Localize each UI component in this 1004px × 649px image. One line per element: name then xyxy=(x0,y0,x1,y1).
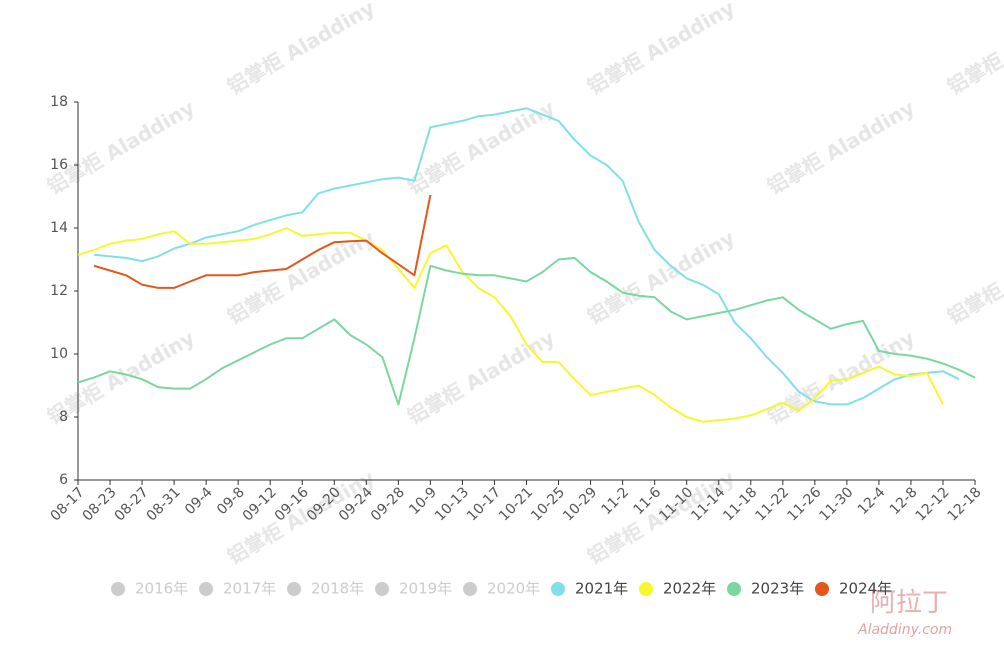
y-tick-label: 6 xyxy=(59,472,68,488)
x-tick-label: 10-13 xyxy=(432,484,472,524)
x-tick-label: 10-25 xyxy=(528,484,568,524)
legend-label: 2018年 xyxy=(311,580,364,598)
legend-marker xyxy=(815,582,829,596)
y-tick-label: 12 xyxy=(50,283,68,299)
x-tick-label: 10-29 xyxy=(560,484,600,524)
y-tick-label: 8 xyxy=(59,409,68,425)
series-line xyxy=(93,107,960,406)
legend-marker xyxy=(287,582,301,596)
x-tick-label: 12-12 xyxy=(913,484,953,524)
legend-marker xyxy=(375,582,389,596)
x-tick-label: 08-23 xyxy=(80,484,120,524)
x-tick-label: 11-2 xyxy=(598,484,632,518)
logo-name: 阿拉丁 xyxy=(870,588,948,618)
x-tick-label: 11-22 xyxy=(752,484,792,524)
legend-marker xyxy=(639,582,653,596)
legend-label: 2024年 xyxy=(839,580,892,598)
x-tick-label: 08-17 xyxy=(48,484,88,524)
legend-label: 2020年 xyxy=(487,580,540,598)
legend-label: 2021年 xyxy=(575,580,628,598)
legend-label: 2022年 xyxy=(663,580,716,598)
x-tick-label: 09-28 xyxy=(368,484,408,524)
y-tick-label: 18 xyxy=(50,94,68,110)
watermark: 铝掌柜 Aladdiny xyxy=(943,0,1004,99)
watermark: 铝掌柜 Aladdiny xyxy=(583,0,738,99)
legend-marker xyxy=(463,582,477,596)
watermark: 铝掌柜 Aladdiny xyxy=(763,96,918,200)
legend-marker xyxy=(111,582,125,596)
x-tick-label: 09-4 xyxy=(182,484,216,518)
legend-label: 2023年 xyxy=(751,580,804,598)
series-line xyxy=(77,256,976,406)
x-tick-label: 12-18 xyxy=(945,484,985,524)
legend-label: 2017年 xyxy=(223,580,276,598)
series-line xyxy=(77,227,944,423)
y-tick-label: 14 xyxy=(50,220,68,236)
legend-marker xyxy=(551,582,565,596)
logo-site: Aladdiny.com xyxy=(857,622,952,638)
watermark: 铝掌柜 Aladdiny xyxy=(943,226,1004,330)
x-tick-label: 11-30 xyxy=(816,484,856,524)
watermark: 铝掌柜 Aladdiny xyxy=(403,326,558,430)
legend-label: 2019年 xyxy=(399,580,452,598)
y-tick-label: 10 xyxy=(50,346,68,362)
legend-label: 2016年 xyxy=(135,580,188,598)
x-tick-label: 12-4 xyxy=(855,484,889,518)
x-tick-label: 10-17 xyxy=(464,484,504,524)
legend-marker xyxy=(727,582,741,596)
x-tick-label: 08-31 xyxy=(144,484,184,524)
watermark: 铝掌柜 Aladdiny xyxy=(223,0,378,99)
y-tick-label: 16 xyxy=(50,157,68,173)
series-line xyxy=(93,194,432,289)
legend-marker xyxy=(199,582,213,596)
x-tick-label: 08-27 xyxy=(112,484,152,524)
x-tick-label: 11-26 xyxy=(784,484,824,524)
x-tick-label: 10-21 xyxy=(496,484,536,524)
watermark: 铝掌柜 Aladdiny xyxy=(43,96,198,200)
